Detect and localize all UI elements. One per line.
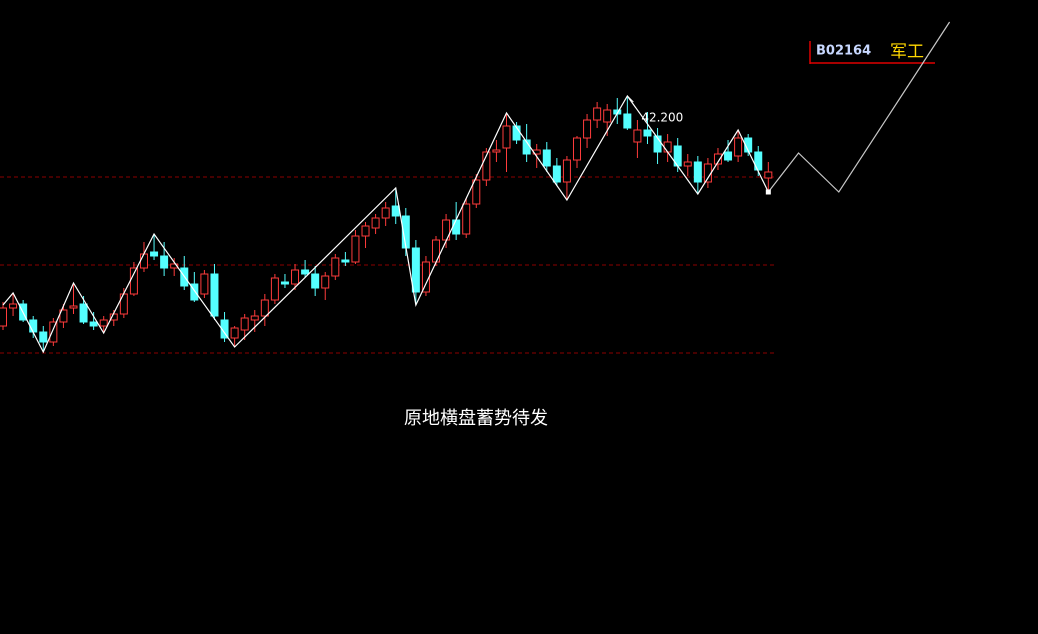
candle-body	[623, 113, 632, 129]
candle-body	[230, 327, 239, 339]
candle-body	[29, 319, 38, 333]
candle-body	[552, 165, 561, 183]
candle-body	[411, 247, 420, 293]
candle-body	[220, 319, 229, 339]
candle-body	[160, 255, 169, 269]
sector-name: 军工	[890, 42, 924, 62]
candle-body	[79, 303, 88, 323]
candle-body	[190, 283, 199, 301]
peak-arrow	[626, 95, 634, 103]
candle-body	[502, 125, 511, 149]
candle-body	[583, 119, 592, 139]
last-point	[765, 189, 771, 195]
candle-body	[240, 317, 249, 331]
candle-body	[724, 151, 733, 161]
candle-body	[321, 275, 330, 289]
candle-body	[593, 107, 602, 121]
candle-body	[0, 307, 7, 327]
candle-body	[69, 305, 78, 309]
candle-body	[250, 315, 259, 321]
candle-body	[270, 277, 279, 301]
candle-body	[432, 239, 441, 263]
candle-body	[603, 109, 612, 123]
candle-body	[89, 321, 98, 327]
stock-code: B02164	[816, 44, 871, 59]
candle-body	[99, 319, 108, 327]
candle-body	[572, 137, 581, 161]
candle-body	[39, 331, 48, 343]
projection-line	[767, 21, 951, 193]
candle-body	[311, 273, 320, 289]
caption: 原地横盘蓄势待发	[404, 408, 548, 429]
candle-body	[713, 153, 722, 165]
candle-body	[280, 281, 289, 285]
candle-body	[9, 303, 18, 309]
candle-body	[633, 129, 642, 143]
candle-body	[291, 269, 300, 285]
candle-body	[150, 251, 159, 257]
peak-label: 42.200	[641, 111, 683, 125]
candle-body	[210, 273, 219, 317]
candle-body	[301, 269, 310, 275]
candle-body	[170, 263, 179, 269]
candle-body	[341, 259, 350, 263]
candle-body	[542, 149, 551, 167]
candle-body	[482, 151, 491, 181]
candle-body	[643, 129, 652, 137]
candle-body	[653, 135, 662, 153]
candle-body	[351, 235, 360, 263]
candle-body	[683, 161, 692, 167]
candle-body	[562, 159, 571, 183]
candle-body	[371, 217, 380, 229]
candle-body	[734, 137, 743, 157]
zigzag-line	[2, 94, 769, 354]
candle-body	[361, 225, 370, 237]
candle-body	[663, 141, 672, 153]
candle-body	[49, 321, 58, 343]
candle-body	[200, 273, 209, 295]
candle-body	[462, 203, 471, 235]
candle-body	[693, 161, 702, 183]
candle-body	[492, 149, 501, 153]
candle-body	[139, 253, 148, 269]
candle-body	[764, 171, 773, 179]
candle-body	[260, 299, 269, 317]
candle-body	[472, 179, 481, 205]
candle-body	[381, 207, 390, 219]
candle-body	[452, 219, 461, 235]
candle-body	[331, 257, 340, 277]
candle-body	[129, 267, 138, 295]
candle-body	[59, 309, 68, 323]
candle-body	[391, 205, 400, 217]
